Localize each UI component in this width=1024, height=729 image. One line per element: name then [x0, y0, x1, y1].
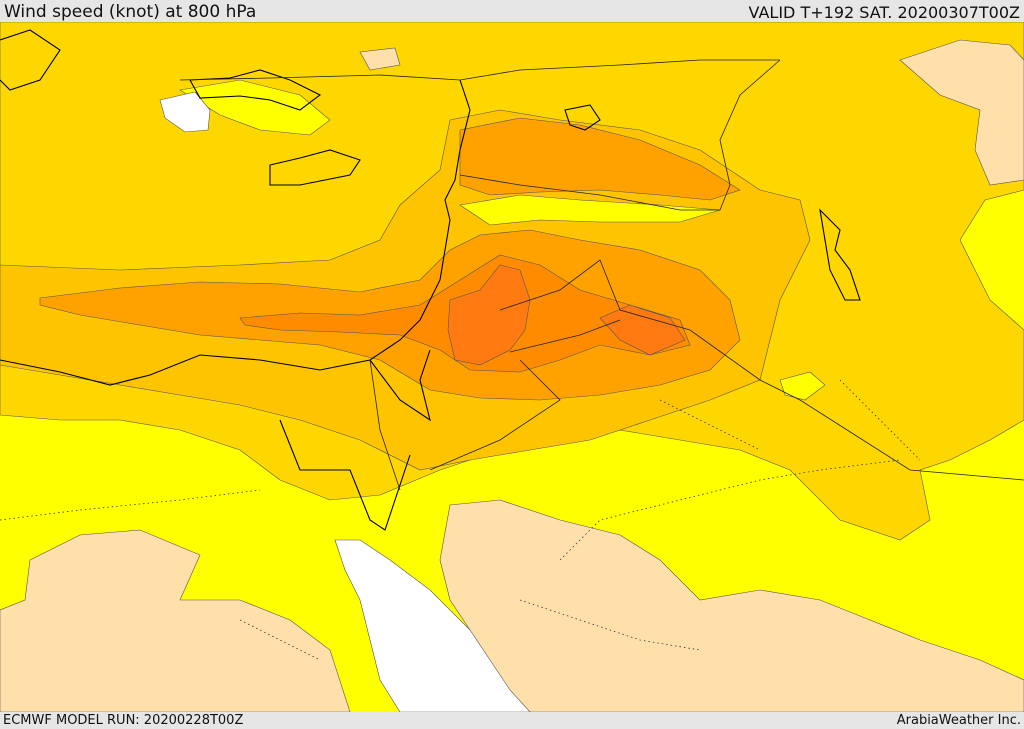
- valid-time-label: VALID T+192 SAT. 20200307T00Z: [748, 3, 1020, 22]
- footer-bar: ECMWF MODEL RUN: 20200228T00Z ArabiaWeat…: [0, 712, 1024, 729]
- deep-orange-core-east: [599, 304, 686, 356]
- header-bar: Wind speed (knot) at 800 hPa VALID T+192…: [0, 0, 1024, 22]
- calm-iraq-region: [899, 39, 1024, 186]
- coastlines: [0, 29, 861, 531]
- borders: [179, 59, 1024, 491]
- map-canvas: [0, 22, 1024, 712]
- provider-label: ArabiaWeather Inc.: [896, 713, 1021, 728]
- orange-north-region: [459, 117, 741, 201]
- map-title: Wind speed (knot) at 800 hPa: [4, 2, 257, 22]
- yellow-streak-north: [179, 79, 331, 136]
- model-run-label: ECMWF MODEL RUN: 20200228T00Z: [3, 713, 244, 728]
- wind-speed-map: [0, 22, 1024, 712]
- yellow-streak-levant: [459, 194, 721, 226]
- calm-patch-north: [359, 47, 401, 71]
- calm-egypt-region: [0, 529, 351, 712]
- deep-orange-core: [447, 264, 531, 366]
- white-sea-aegean: [159, 91, 211, 133]
- internal-dotted-lines: [0, 379, 921, 661]
- calm-arabia-region: [439, 499, 1024, 712]
